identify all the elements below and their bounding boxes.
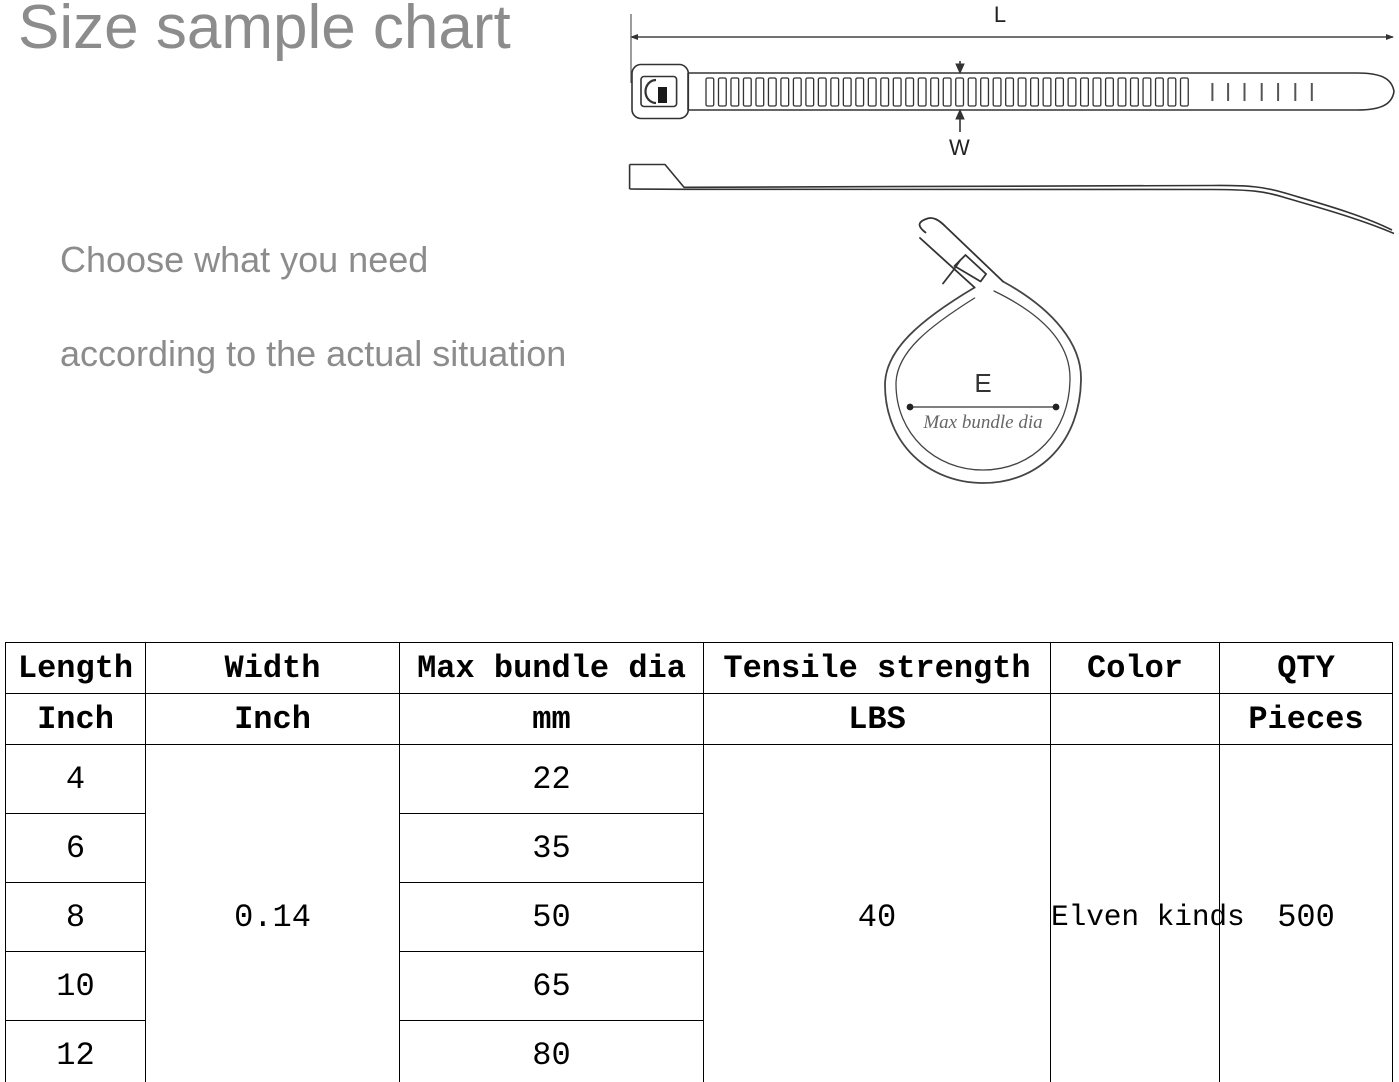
svg-text:Max bundle dia: Max bundle dia <box>922 412 1042 433</box>
svg-text:E: E <box>974 368 991 398</box>
svg-text:L: L <box>994 2 1006 27</box>
svg-text:W: W <box>949 135 970 160</box>
